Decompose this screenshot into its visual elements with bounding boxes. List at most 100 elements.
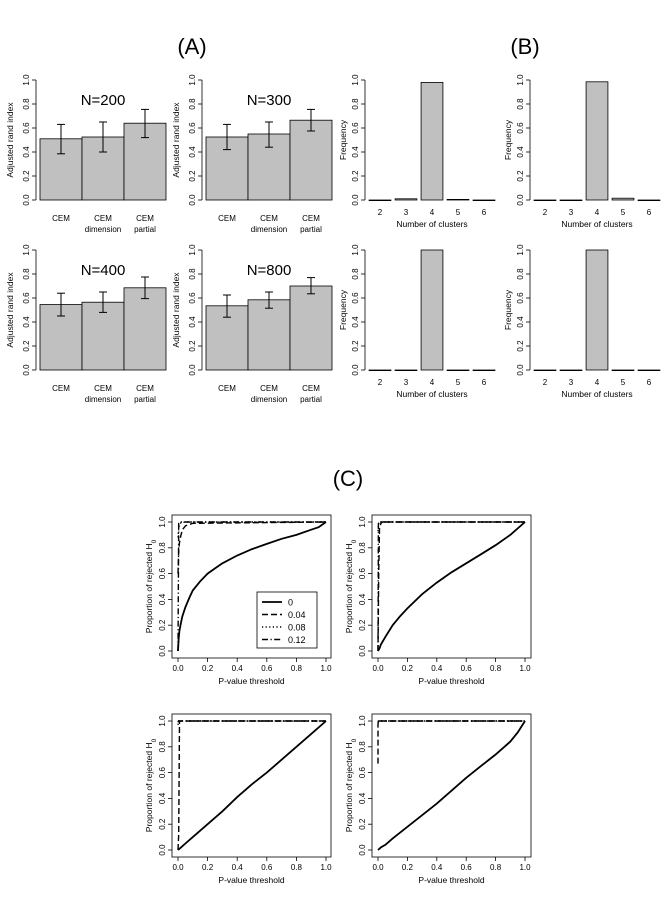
y-tick-label: 0.0 — [22, 194, 31, 206]
x-tick-label: 5 — [621, 208, 626, 217]
plot-frame — [171, 514, 332, 659]
x-category-label: CEM — [94, 384, 112, 393]
x-category-label: partial — [300, 225, 322, 234]
x-tick-label: 4 — [430, 208, 435, 217]
y-tick-label: 0.8 — [158, 741, 167, 753]
x-category-label: dimension — [251, 395, 287, 404]
bar — [368, 199, 392, 202]
legend-label: 0.08 — [288, 623, 306, 633]
x-tick-label: 3 — [569, 208, 574, 217]
chart-A2: 0.0 0.2 0.4 0.6 0.8 1.0 CEM CEM dimension CEM part… — [171, 74, 333, 234]
x-tick-label: 6 — [647, 208, 652, 217]
x-tick-label: 0.8 — [291, 863, 303, 872]
y-tick-label: 0.0 — [351, 194, 360, 206]
series-line-dashdot — [377, 720, 525, 723]
y-tick-label: 0.4 — [22, 146, 31, 158]
chart-C4: 0.0 0.2 0.4 0.6 0.8 1.0 0.0 0.2 0.4 0.6 0.8 1.0 P-va… — [344, 713, 532, 885]
x-category-label: dimension — [85, 395, 121, 404]
x-axis-title: P-value threshold — [418, 875, 484, 885]
y-tick-label: 0.4 — [158, 792, 167, 804]
y-tick-label: 0.0 — [351, 364, 360, 376]
bar — [420, 249, 444, 371]
y-tick-label: 0.2 — [358, 818, 367, 830]
x-tick-label: 0.0 — [172, 664, 184, 673]
y-tick-label: 0.4 — [188, 316, 197, 328]
x-tick-label: 0.6 — [261, 863, 273, 872]
y-tick-label: 0.8 — [22, 268, 31, 280]
y-tick-label: 0.0 — [22, 364, 31, 376]
x-tick-label: 0.0 — [372, 863, 384, 872]
x-axis-title: P-value threshold — [218, 875, 284, 885]
x-tick-label: 4 — [430, 378, 435, 387]
series-line-dotted — [177, 521, 326, 538]
y-tick-label: 1.0 — [188, 244, 197, 256]
y-tick-label: 1.0 — [351, 244, 360, 256]
bar — [289, 285, 333, 371]
plot-frame — [371, 514, 532, 659]
y-tick-label: 0.8 — [516, 268, 525, 280]
y-tick-label: 0.2 — [158, 619, 167, 631]
x-tick-label: 0.0 — [372, 664, 384, 673]
y-tick-label: 0.8 — [358, 741, 367, 753]
x-category-label: CEM — [218, 214, 236, 223]
y-tick-label: 0.8 — [351, 268, 360, 280]
bar — [247, 299, 291, 371]
bar — [420, 82, 444, 201]
x-tick-label: 1.0 — [320, 863, 332, 872]
y-tick-label: 0.6 — [358, 567, 367, 579]
x-category-label: CEM — [302, 214, 320, 223]
y-tick-label: 0.4 — [358, 593, 367, 605]
y-tick-label: 0.2 — [351, 340, 360, 352]
bar — [533, 369, 557, 372]
y-axis-title: Adjusted rand index — [5, 272, 15, 348]
series-line-solid — [177, 720, 327, 851]
x-tick-label: 0.2 — [402, 664, 414, 673]
x-axis-title: P-value threshold — [218, 676, 284, 686]
series-line-dashdot — [377, 521, 525, 652]
chart-B3: 0.0 0.2 0.4 0.6 0.8 1.0 2 3 4 5 6 Number of cluster… — [338, 244, 496, 399]
y-tick-label: 0.2 — [188, 340, 197, 352]
y-axis-title: Adjusted rand index — [5, 102, 15, 178]
y-tick-label: 1.0 — [158, 516, 167, 528]
y-tick-label: 0.2 — [158, 818, 167, 830]
y-axis-title-subscript: 0 — [151, 738, 158, 742]
x-category-label: partial — [134, 225, 156, 234]
y-tick-label: 0.2 — [351, 170, 360, 182]
x-category-label: CEM — [94, 214, 112, 223]
y-tick-label: 0.0 — [158, 645, 167, 657]
x-tick-label: 2 — [543, 208, 548, 217]
chart-C2: 0.0 0.2 0.4 0.6 0.8 1.0 0.0 0.2 0.4 0.6 0.8 1.0 P-va… — [344, 514, 532, 686]
charts-layer: 0.0 0.2 0.4 0.6 0.8 1.0 CEM CEM dimension CEM part… — [5, 74, 661, 885]
series-line-dashed — [377, 720, 525, 764]
chart-title: N=200 — [81, 92, 126, 109]
x-axis-title: Number of clusters — [561, 389, 632, 399]
bar — [368, 369, 392, 372]
x-tick-label: 6 — [482, 378, 487, 387]
x-category-label: CEM — [52, 214, 70, 223]
bar — [289, 119, 333, 201]
y-tick-label: 0.0 — [516, 194, 525, 206]
y-tick-label: 0.2 — [22, 340, 31, 352]
y-tick-label: 0.8 — [188, 268, 197, 280]
x-tick-label: 2 — [543, 378, 548, 387]
y-tick-label: 0.2 — [188, 170, 197, 182]
y-axis-title: Proportion of rejected H0 — [344, 539, 358, 633]
y-tick-label: 1.0 — [188, 74, 197, 86]
chart-title: N=800 — [247, 262, 292, 279]
y-tick-label: 0.4 — [516, 146, 525, 158]
x-tick-label: 0.4 — [431, 863, 443, 872]
x-category-label: partial — [300, 395, 322, 404]
y-tick-label: 0.6 — [516, 292, 525, 304]
x-tick-label: 0.4 — [232, 863, 244, 872]
bar — [472, 369, 496, 372]
chart-A4: 0.0 0.2 0.4 0.6 0.8 1.0 CEM CEM dimension CEM part… — [171, 244, 333, 404]
y-tick-label: 0.0 — [358, 645, 367, 657]
x-category-label: CEM — [52, 384, 70, 393]
x-axis-title: Number of clusters — [396, 219, 467, 229]
chart-C3: 0.0 0.2 0.4 0.6 0.8 1.0 0.0 0.2 0.4 0.6 0.8 1.0 P-va… — [144, 713, 332, 885]
x-tick-label: 2 — [378, 378, 383, 387]
bar — [446, 369, 470, 372]
series-line-solid — [377, 521, 526, 652]
x-category-label: CEM — [136, 214, 154, 223]
x-tick-label: 0.0 — [172, 863, 184, 872]
